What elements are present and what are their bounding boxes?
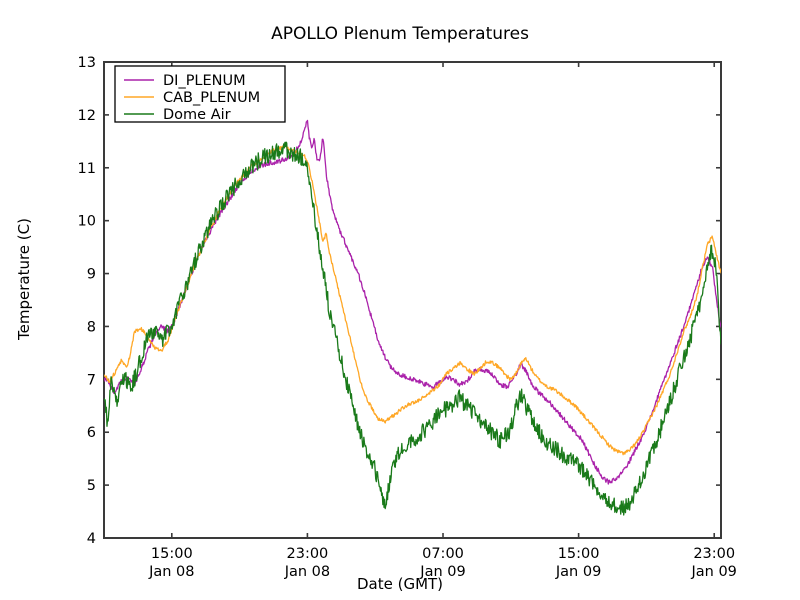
x-tick-label-date: Jan 09 [691,564,737,580]
x-tick-label-date: Jan 08 [148,564,194,580]
x-tick-label-date: Jan 09 [419,564,465,580]
y-tick-label: 10 [78,214,96,230]
y-tick-label: 13 [78,55,96,71]
x-axis-label: Date (GMT) [356,575,444,593]
x-tick-label-date: Jan 08 [284,564,330,580]
plot-frame [103,61,722,539]
series-line-dome-air [104,141,721,516]
y-tick-label: 9 [87,267,96,283]
y-tick-label: 8 [87,319,96,335]
y-tick-label: 11 [78,161,96,177]
x-tick-label-time: 15:00 [151,546,193,562]
x-tick-label-time: 07:00 [422,546,464,562]
y-tick-label: 12 [78,108,96,124]
legend-label-0: DI_PLENUM [163,73,246,89]
x-tick-label-time: 23:00 [693,546,735,562]
x-tick-label-time: 15:00 [558,546,600,562]
legend-box [114,65,286,123]
legend-label-1: CAB_PLENUM [163,90,260,106]
series-line-di-plenum [104,119,721,485]
y-tick-label: 6 [87,425,96,441]
x-tick-label-time: 23:00 [287,546,329,562]
x-tick-label-date: Jan 09 [555,564,601,580]
legend-label-2: Dome Air [163,107,231,123]
y-tick-label: 7 [87,372,96,388]
series-line-cab-plenum [104,144,721,456]
y-tick-label: 5 [87,478,96,494]
y-tick-label: 4 [87,531,96,547]
chart-title: APOLLO Plenum Temperatures [271,24,529,44]
